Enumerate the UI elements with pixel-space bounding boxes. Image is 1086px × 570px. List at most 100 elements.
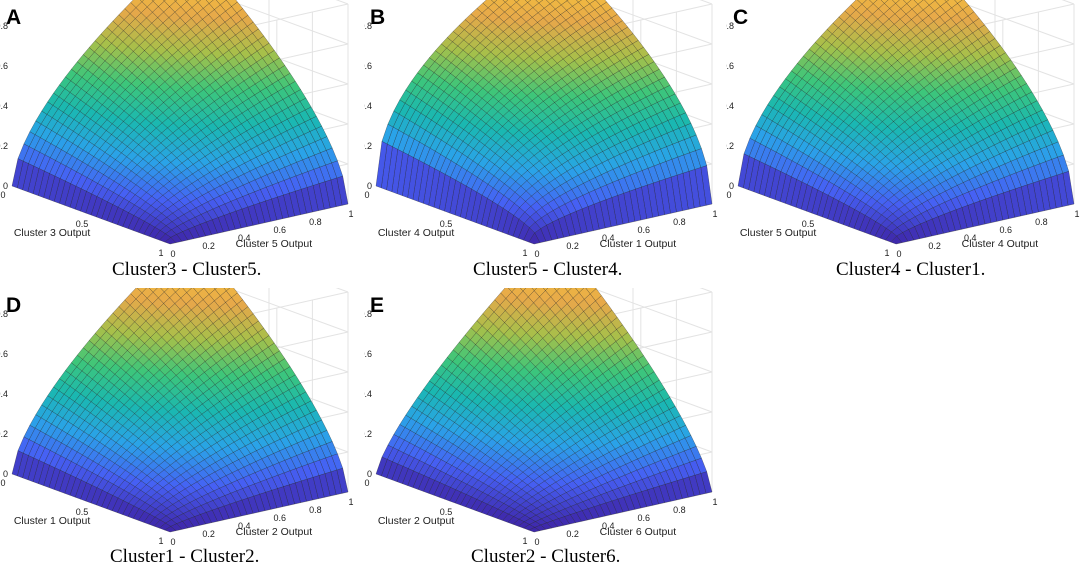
surface-mesh-0 — [11, 0, 349, 245]
surface-mesh-4 — [375, 288, 713, 533]
z-tick-label: 0.4 — [0, 389, 8, 399]
y-axis-title: Cluster 2 Output — [378, 515, 455, 527]
x-tick-label: 0.6 — [274, 225, 287, 235]
y-tick-label: 0 — [364, 190, 369, 200]
surface-patch — [519, 288, 527, 292]
surface-patch — [513, 0, 520, 3]
x-tick-label: 0 — [534, 537, 539, 547]
z-tick-label: 0 — [367, 181, 372, 191]
z-tick-label: 0.8 — [364, 309, 372, 319]
axis-labels-0: 00.20.40.60.8100.20.40.60.8100.51Cluster… — [0, 21, 354, 259]
surface-patch — [502, 0, 509, 3]
x-axis-title: Cluster 4 Output — [962, 238, 1039, 250]
surface-patch — [880, 0, 889, 4]
x-tick-label: 0.8 — [673, 217, 686, 227]
axis-labels-1: 00.20.40.60.8100.20.40.60.8100.51Cluster… — [364, 21, 718, 259]
panel-letter-e: E — [370, 294, 385, 317]
surface-patch — [737, 153, 750, 189]
axis-labels-3: 00.20.40.60.8100.20.40.60.8100.51Cluster… — [0, 309, 354, 547]
z-tick-label: 0.2 — [726, 141, 734, 151]
x-tick-label: 0.2 — [566, 529, 579, 539]
x-tick-label: 0.6 — [638, 225, 651, 235]
x-tick-label: 0 — [170, 537, 175, 547]
surface-patch — [151, 0, 155, 2]
x-tick-label: 1 — [712, 209, 717, 219]
y-tick-label: 0.5 — [440, 507, 453, 517]
z-tick-label: 0.4 — [364, 389, 372, 399]
x-axis-title: Cluster 6 Output — [600, 526, 677, 538]
surface-patch — [139, 0, 144, 2]
surface-patch — [531, 288, 537, 291]
z-tick-label: 0.8 — [0, 309, 8, 319]
x-tick-label: 0.8 — [309, 505, 322, 515]
x-tick-label: 0.6 — [274, 513, 287, 523]
surface-patch — [213, 288, 217, 290]
surface-patch — [490, 0, 498, 3]
y-tick-label: 0.5 — [76, 219, 89, 229]
surface-patch — [891, 0, 900, 4]
x-tick-label: 0.8 — [673, 505, 686, 515]
z-tick-label: 0.2 — [0, 141, 8, 151]
caption-b: Cluster5 - Cluster4. — [473, 259, 623, 280]
x-tick-label: 0 — [896, 249, 901, 259]
surface-patch — [524, 0, 532, 3]
y-axis-title: Cluster 3 Output — [14, 227, 91, 239]
surface-patch — [375, 456, 388, 477]
x-tick-label: 0.8 — [309, 217, 322, 227]
surface-patch — [375, 141, 388, 189]
surface-patch — [553, 288, 560, 292]
y-tick-label: 1 — [158, 248, 163, 258]
surface-plot-e: 00.20.40.60.8100.20.40.60.8100.51Cluster… — [364, 288, 718, 547]
surface-patch — [184, 0, 189, 2]
z-tick-label: 0.8 — [364, 21, 372, 31]
panel-letter-c: C — [733, 6, 749, 29]
x-tick-label: 0 — [534, 249, 539, 259]
z-tick-label: 0.4 — [0, 101, 8, 111]
z-tick-label: 0 — [3, 469, 8, 479]
x-tick-label: 0.4 — [964, 233, 977, 243]
y-axis-title: Cluster 4 Output — [378, 227, 455, 239]
caption-c: Cluster4 - Cluster1. — [836, 259, 986, 280]
caption-e: Cluster2 - Cluster6. — [471, 546, 621, 567]
axis-labels-4: 00.20.40.60.8100.20.40.60.8100.51Cluster… — [364, 309, 718, 547]
surface-patch — [954, 0, 963, 4]
surface-plot-a: 00.20.40.60.8100.20.40.60.8100.51Cluster… — [0, 0, 354, 259]
surface-patch — [535, 0, 544, 4]
z-tick-label: 0 — [729, 181, 734, 191]
panel-letter-b: B — [370, 6, 386, 29]
x-axis-title: Cluster 5 Output — [236, 238, 313, 250]
x-tick-label: 0.2 — [928, 241, 941, 251]
surface-patch — [163, 0, 166, 2]
z-tick-label: 0 — [3, 181, 8, 191]
z-tick-label: 0.2 — [364, 141, 372, 151]
x-tick-label: 0.4 — [602, 233, 615, 243]
x-tick-label: 1 — [348, 497, 353, 507]
y-tick-label: 1 — [158, 536, 163, 546]
y-tick-label: 0 — [364, 478, 369, 488]
x-tick-label: 0.4 — [602, 521, 615, 531]
x-tick-label: 0.6 — [1000, 225, 1013, 235]
y-tick-label: 0 — [726, 190, 731, 200]
x-axis-title: Cluster 2 Output — [236, 526, 313, 538]
surface-plot-d: 00.20.40.60.8100.20.40.60.8100.51Cluster… — [0, 288, 354, 547]
x-axis-title: Cluster 1 Output — [600, 238, 677, 250]
caption-d: Cluster1 - Cluster2. — [110, 546, 260, 567]
surface-plot-c: 00.20.40.60.8100.20.40.60.8100.51Cluster… — [726, 0, 1080, 259]
surface-patch — [944, 0, 949, 3]
y-tick-label: 1 — [522, 248, 527, 258]
z-tick-label: 0.6 — [364, 349, 372, 359]
axis-labels-2: 00.20.40.60.8100.20.40.60.8100.51Cluster… — [726, 21, 1080, 259]
y-tick-label: 0.5 — [802, 219, 815, 229]
x-tick-label: 0.2 — [566, 241, 579, 251]
z-tick-label: 0.2 — [0, 429, 8, 439]
x-tick-label: 1 — [348, 209, 353, 219]
z-tick-label: 0.8 — [726, 21, 734, 31]
z-tick-label: 0.4 — [726, 101, 734, 111]
surface-mesh-1 — [375, 0, 713, 245]
z-tick-label: 0.8 — [0, 21, 8, 31]
y-tick-label: 0 — [0, 190, 5, 200]
surface-patch — [11, 158, 24, 189]
y-tick-label: 0.5 — [440, 219, 453, 229]
x-tick-label: 0.2 — [202, 529, 215, 539]
